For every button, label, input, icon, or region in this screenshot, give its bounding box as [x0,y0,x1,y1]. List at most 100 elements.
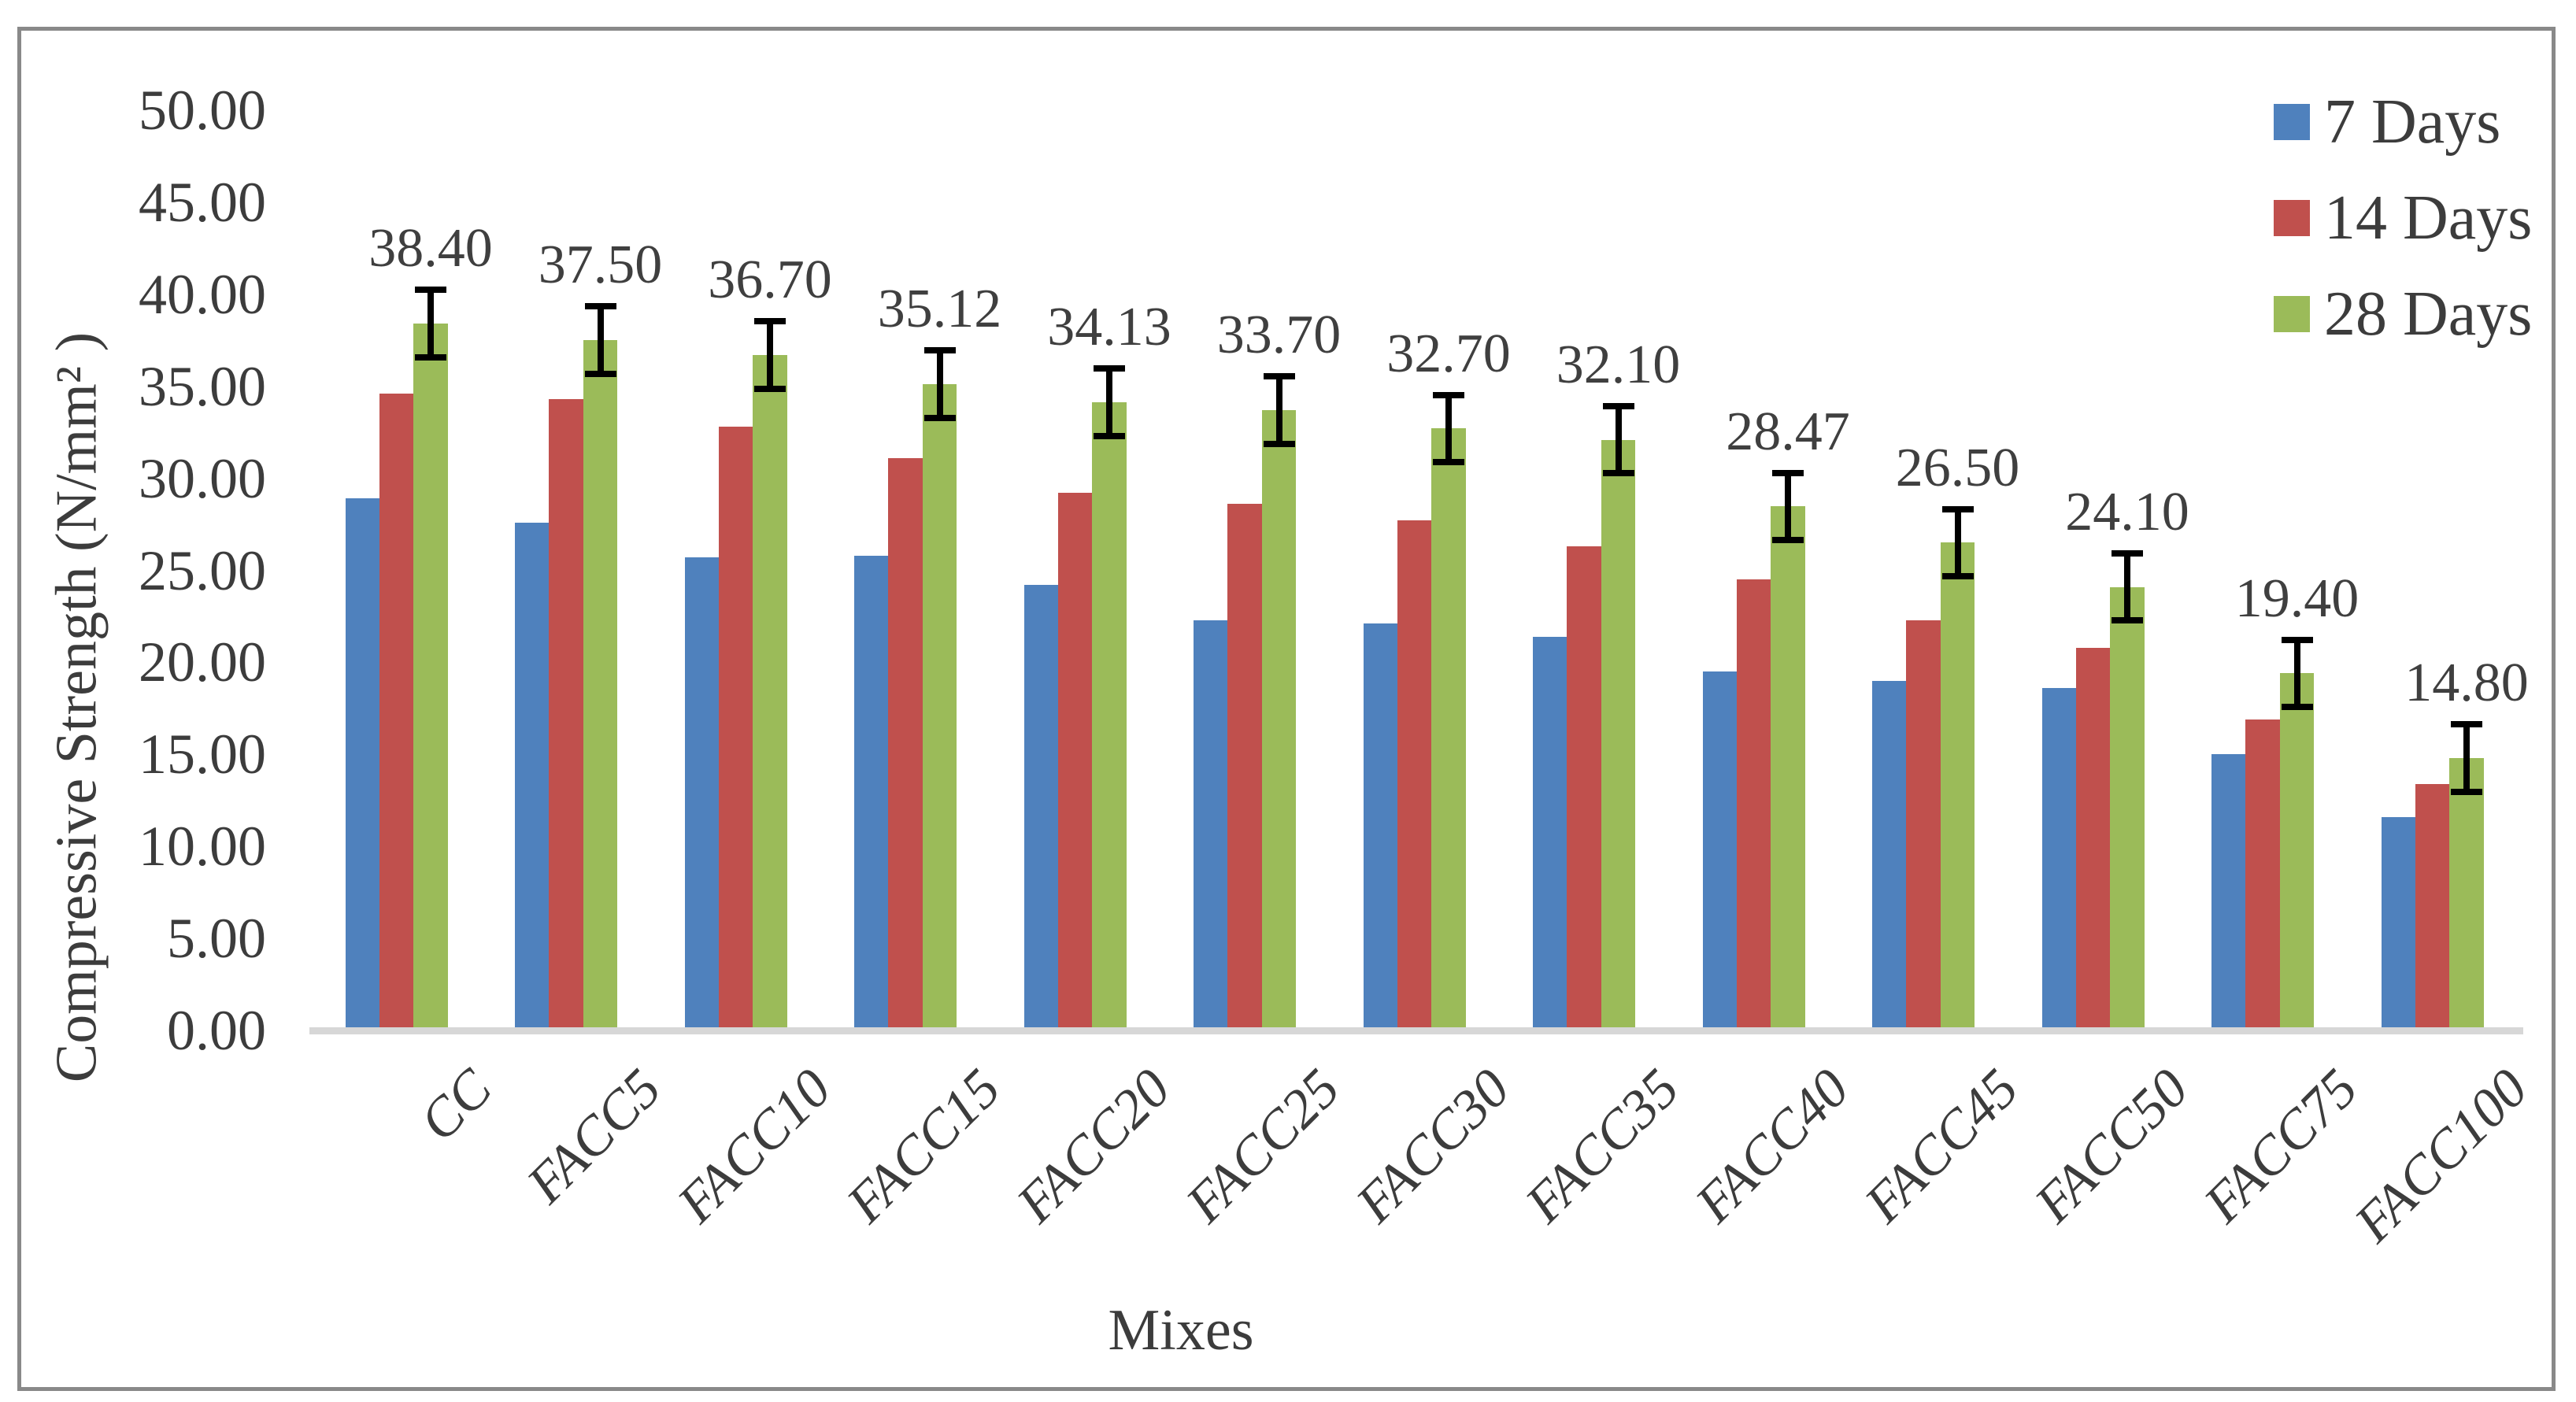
error-bar-line [597,303,604,377]
error-bar-cap-bottom [1602,470,1634,477]
error-bar-cap-top [923,347,956,354]
x-axis-title: Mixes [1108,1298,1254,1363]
bar-facc25-28days [1261,410,1297,1030]
bar-facc35-7days [1533,636,1567,1030]
data-label-cc: 38.40 [368,218,493,279]
error-bar-cap-bottom [1433,459,1464,466]
y-tick-label-40.00: 40.00 [139,262,266,326]
x-category-label-facc45: FACC45 [1853,1058,2030,1235]
bar-facc15-28days [922,383,957,1030]
y-tick-label-20.00: 20.00 [139,631,266,694]
bar-facc45-28days [1940,542,1975,1030]
y-tick-label-45.00: 45.00 [139,170,266,234]
error-bar-cap-bottom [2451,788,2482,795]
error-bar-cap-top [1602,402,1634,409]
x-category-label-facc15: FACC15 [835,1058,1012,1235]
bar-cc-14days [379,394,414,1030]
error-bar-cap-bottom [584,371,616,377]
legend: 7 Days 14 Days 28 Days [2274,88,2532,376]
y-tick-label-30.00: 30.00 [139,446,266,510]
bar-facc25-14days [1227,504,1262,1030]
bar-facc45-7days [1872,680,1907,1030]
bar-facc15-7days [854,555,889,1030]
bar-facc15-14days [888,457,923,1030]
y-tick-label-10.00: 10.00 [139,815,266,879]
legend-label: 7 Days [2324,87,2501,157]
data-label-facc5: 37.50 [538,235,663,296]
bar-facc75-28days [2279,673,2315,1030]
error-bar-line [1954,505,1961,580]
data-label-facc100: 14.80 [2404,653,2529,714]
data-label-facc50: 24.10 [2065,481,2189,542]
error-bar-line [936,347,943,421]
error-bar-cap-bottom [754,385,786,392]
y-tick-label-35.00: 35.00 [139,354,266,418]
data-label-facc25: 33.70 [1216,305,1342,366]
error-bar-cap-top [2112,549,2143,557]
error-bar-cap-top [1094,365,1125,372]
y-tick-label-5.00: 5.00 [167,907,266,971]
error-bar-cap-bottom [1094,432,1125,439]
legend-item-28days: 28 Days [2274,280,2532,376]
error-bar-cap-bottom [415,353,446,361]
error-bar-line [427,287,434,361]
error-bar-cap-top [415,287,446,294]
bar-facc30-28days [1431,428,1466,1030]
bar-facc20-28days [1092,402,1127,1030]
error-bar-cap-top [1433,391,1464,398]
error-bar-cap-top [2451,721,2482,728]
error-bar-cap-bottom [2112,617,2143,624]
error-bar-line [2293,636,2300,711]
bar-facc20-7days [1023,585,1058,1030]
bar-facc40-7days [1702,671,1737,1030]
legend-item-14days: 14 Days [2274,184,2532,280]
x-category-label-facc10: FACC10 [666,1058,843,1235]
bar-facc35-14days [1567,546,1601,1030]
bar-facc10-28days [753,354,787,1030]
y-tick-label-0.00: 0.00 [167,999,266,1062]
error-bar-line [2463,721,2470,795]
bar-facc45-14days [1906,620,1941,1030]
bar-facc5-14days [549,399,583,1030]
error-bar-line [767,318,773,392]
y-tick-label-50.00: 50.00 [139,79,266,142]
x-category-label-facc50: FACC50 [2023,1058,2200,1235]
error-bar-cap-top [1772,469,1804,476]
bar-facc20-14days [1057,493,1093,1030]
data-label-facc20: 34.13 [1047,297,1171,358]
error-bar-cap-bottom [1941,573,1974,580]
legend-item-7days: 7 Days [2274,88,2532,184]
legend-swatch-7days [2274,104,2310,140]
bar-facc5-7days [515,522,550,1030]
bar-facc35-28days [1601,439,1636,1030]
error-bar-cap-top [1941,505,1974,512]
bar-facc25-7days [1194,620,1228,1030]
legend-swatch-14days [2274,200,2310,236]
legend-label: 28 Days [2324,279,2533,349]
bar-facc40-14days [1736,579,1771,1030]
bar-facc100-7days [2381,816,2415,1030]
data-label-facc75: 19.40 [2234,568,2359,629]
x-category-label-facc5: FACC5 [516,1058,673,1215]
legend-swatch-28days [2274,296,2310,332]
bar-facc50-28days [2110,586,2145,1030]
y-tick-label-15.00: 15.00 [139,723,266,786]
x-axis-baseline [309,1027,2523,1034]
bar-facc75-14days [2245,719,2280,1030]
data-label-facc40: 28.47 [1726,401,1850,462]
bar-facc5-28days [583,340,618,1030]
x-category-label-cc: CC [408,1058,504,1153]
y-tick-label-25.00: 25.00 [139,538,266,602]
data-label-facc10: 36.70 [708,250,832,311]
data-label-facc35: 32.10 [1556,334,1681,395]
x-category-label-facc35: FACC35 [1514,1058,1691,1235]
data-label-facc15: 35.12 [877,279,1002,340]
data-label-facc30: 32.70 [1386,323,1511,384]
error-bar-cap-top [2281,636,2313,643]
error-bar-line [1445,391,1452,466]
bar-facc100-14days [2415,783,2450,1030]
legend-label: 14 Days [2324,183,2533,253]
bar-facc50-14days [2075,647,2111,1030]
error-bar-cap-top [754,318,786,325]
error-bar-cap-bottom [1263,440,1295,447]
